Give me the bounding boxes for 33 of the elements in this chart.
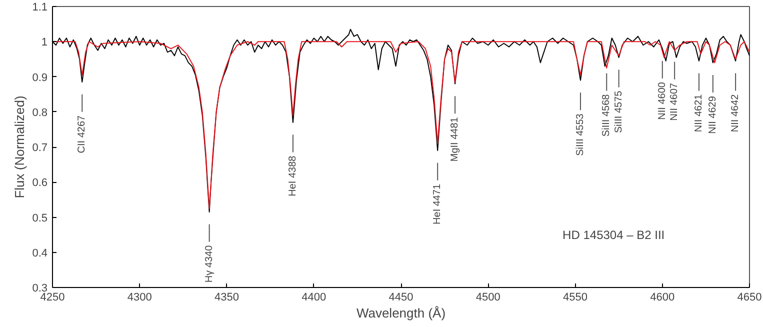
annotation: MgII 4481 xyxy=(450,116,461,162)
annotation: NII 4621 xyxy=(693,94,704,132)
y-axis-title: Flux (Normalized) xyxy=(12,96,28,198)
annotation: SiIII 4568 xyxy=(601,94,612,137)
y-tick-label: 1 xyxy=(41,36,48,49)
annotation: CII 4267 xyxy=(76,114,88,154)
y-tick-label: 0.5 xyxy=(32,212,48,224)
annotation: NII 4629 xyxy=(707,96,718,134)
annotation: HeI 4388 xyxy=(287,155,298,196)
annotation: HeI 4471 xyxy=(432,183,444,224)
y-tick-label: 0.9 xyxy=(32,72,48,84)
y-tick-label: 0.4 xyxy=(32,247,48,260)
x-tick-label: 4450 xyxy=(388,292,414,304)
annotation: HD 145304 – B2 III xyxy=(562,228,665,242)
annotation: SiIII 4575 xyxy=(613,90,624,134)
x-tick-label: 4650 xyxy=(737,292,762,304)
annotation: SiIII 4553 xyxy=(574,113,586,156)
x-tick-label: 4600 xyxy=(650,292,675,304)
x-tick-label: 4350 xyxy=(214,292,239,304)
x-axis-title: Wavelength (Å) xyxy=(356,306,446,320)
x-tick-label: 4500 xyxy=(476,292,500,304)
x-tick-label: 4550 xyxy=(563,292,588,304)
y-tick-label: 1.1 xyxy=(32,2,48,14)
annotation: NII 4607 xyxy=(669,82,680,121)
x-tick-label: 4300 xyxy=(127,292,152,304)
y-tick-label: 0.7 xyxy=(32,142,48,154)
x-tick-label: 4250 xyxy=(40,292,65,304)
x-tick-label: 4400 xyxy=(302,292,326,304)
annotation: NII 4642 xyxy=(730,94,742,132)
annotation: NII 4600 xyxy=(656,82,668,120)
y-tick-label: 0.8 xyxy=(32,106,48,119)
annotation: Hγ 4340 xyxy=(204,244,215,283)
y-tick-label: 0.6 xyxy=(32,177,48,190)
